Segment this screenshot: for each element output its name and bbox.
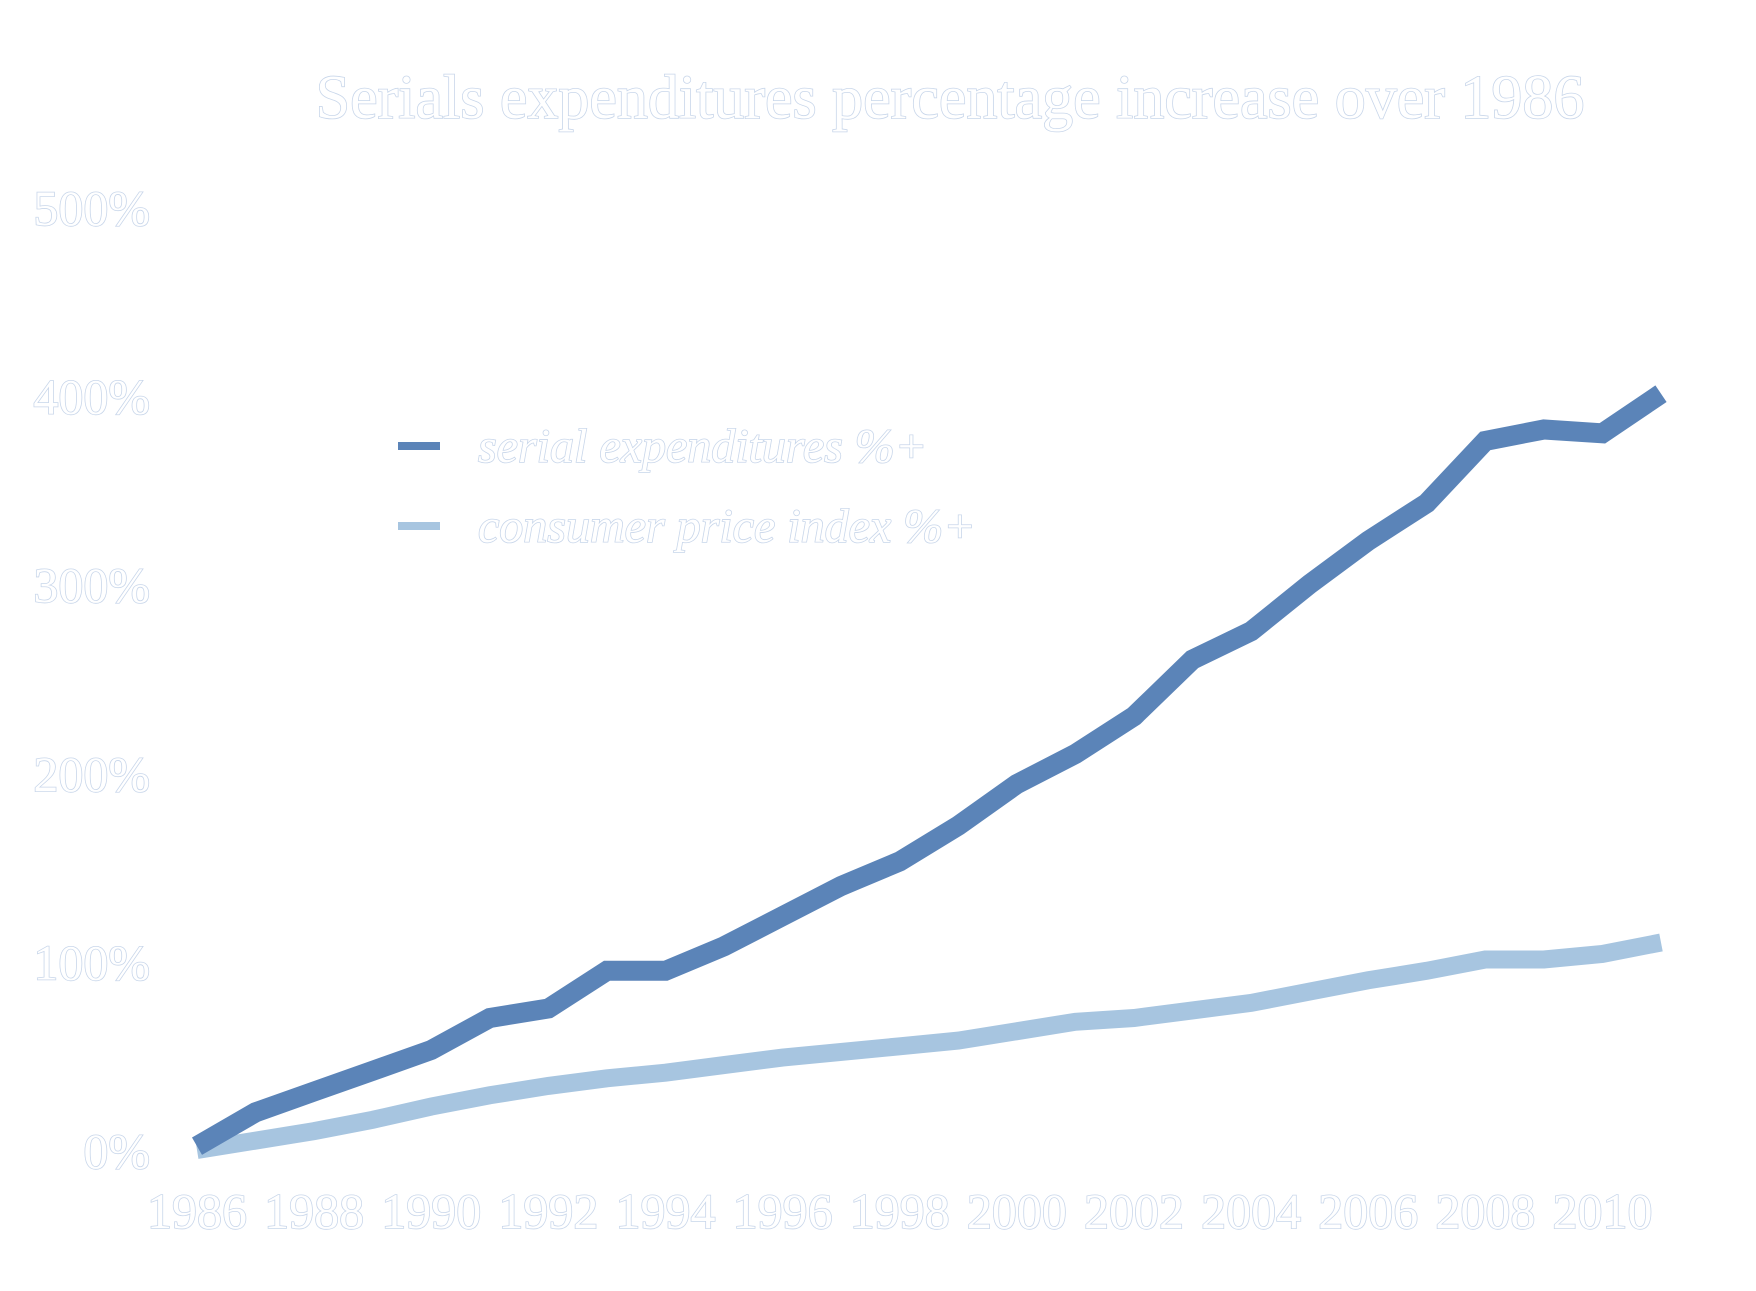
legend: serial expenditures %+ consumer price in… [398, 419, 976, 554]
y-tick-label: 200% [33, 746, 150, 802]
y-axis-tick-labels: 0% 100% 200% 300% 400% 500% [33, 179, 151, 1180]
chart-title: Serials expenditures percentage increase… [316, 64, 1585, 132]
x-tick-label: 2000 [967, 1183, 1067, 1239]
series-lines [191, 385, 1667, 1159]
x-tick-label: 2002 [1084, 1183, 1184, 1239]
y-tick-label: 100% [33, 934, 150, 990]
legend-label-serial-expenditures: serial expenditures %+ [478, 420, 927, 473]
x-tick-label: 1986 [147, 1183, 247, 1239]
x-tick-label: 1990 [381, 1183, 481, 1239]
x-tick-label: 2004 [1201, 1183, 1301, 1239]
x-tick-label: 2010 [1552, 1183, 1652, 1239]
series-line-serial-expenditures [191, 385, 1667, 1155]
series-line-consumer-price-index [195, 933, 1663, 1159]
y-tick-label: 400% [33, 369, 150, 425]
x-tick-label: 1994 [615, 1183, 715, 1239]
x-tick-label: 1996 [733, 1183, 833, 1239]
x-axis-tick-labels: 1986 1988 1990 1992 1994 1996 1998 2000 2002 2004… [146, 1182, 1653, 1240]
x-tick-label: 2008 [1435, 1183, 1535, 1239]
y-tick-label: 500% [33, 180, 150, 236]
legend-label-consumer-price-index: consumer price index %+ [478, 500, 976, 553]
x-tick-label: 2006 [1318, 1183, 1418, 1239]
x-tick-label: 1988 [264, 1183, 364, 1239]
x-tick-label: 1992 [498, 1183, 598, 1239]
y-tick-label: 0% [83, 1123, 150, 1179]
x-tick-label: 1998 [850, 1183, 950, 1239]
y-tick-label: 300% [33, 557, 150, 613]
